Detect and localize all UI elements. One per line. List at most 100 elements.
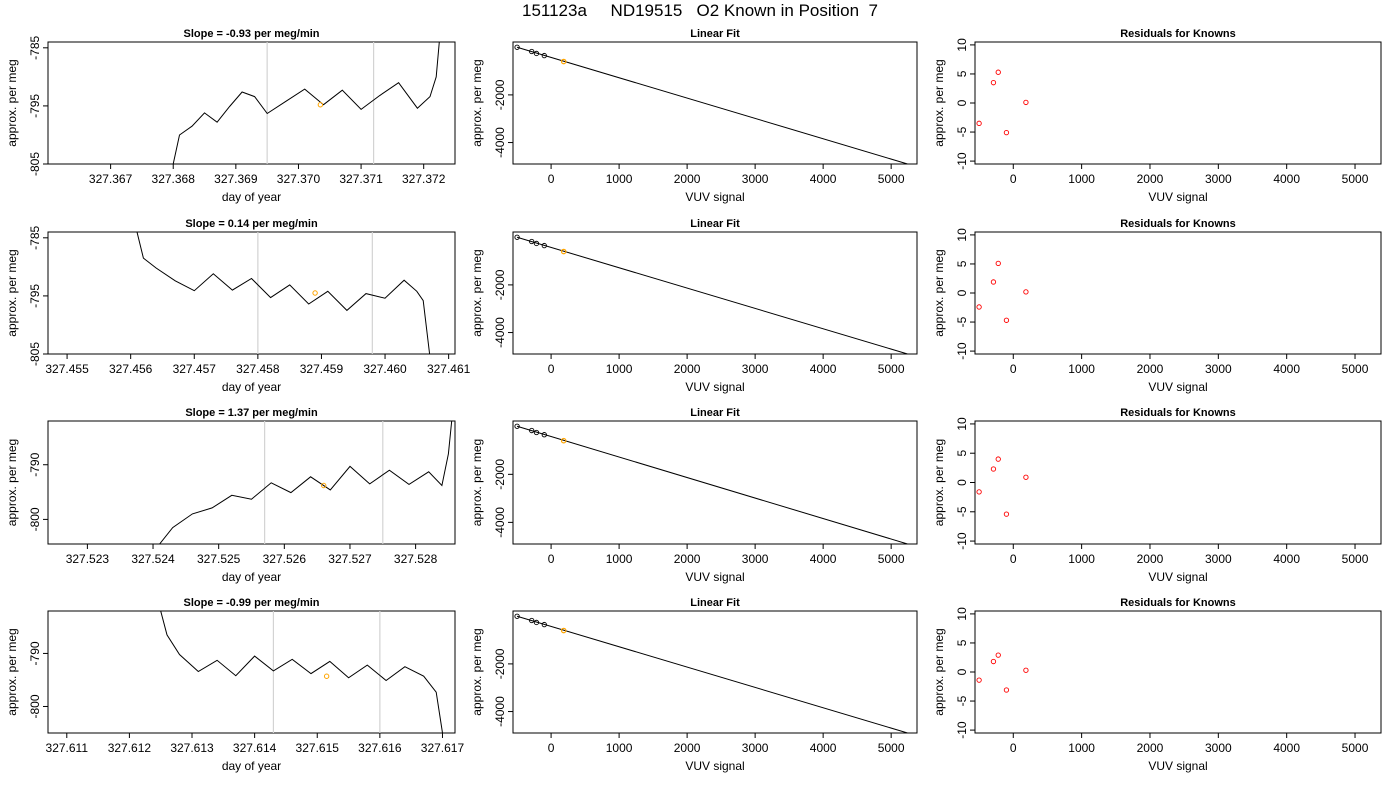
x-tick-label: 327.368 [152, 172, 196, 186]
plot-frame [512, 610, 918, 734]
plot-frame [47, 41, 456, 165]
y-tick-label: -795 [28, 94, 42, 118]
x-tick-label: 2000 [674, 172, 701, 186]
x-tick-label: 1000 [606, 172, 633, 186]
panel-title: Slope = -0.93 per meg/min [183, 28, 319, 40]
x-axis-label: VUV signal [1148, 190, 1207, 204]
plot-area [159, 421, 453, 544]
panel-4-3: Residuals for Knowns 0 1000 2000 3000 4000 500… [932, 597, 1382, 773]
x-tick-label: 1000 [1068, 362, 1095, 376]
x-tick-label: 327.461 [427, 362, 471, 376]
panel-title: Residuals for Knowns [1120, 218, 1236, 230]
y-tick-label: 5 [955, 260, 969, 267]
panel-title: Residuals for Knowns [1120, 28, 1236, 40]
x-tick-label: 2000 [1137, 172, 1164, 186]
x-tick-label: 4000 [1273, 172, 1300, 186]
x-axis-label: VUV signal [685, 190, 744, 204]
plot-area [514, 44, 910, 164]
y-axis-label: approx. per meg [470, 628, 484, 715]
y-tick-label: 10 [955, 228, 969, 242]
data-point [1003, 317, 1010, 323]
x-tick-label: 327.614 [233, 741, 277, 755]
data-point [1023, 289, 1029, 295]
y-tick-label: -805 [28, 152, 42, 176]
panel-title: Linear Fit [690, 218, 740, 230]
y-tick-label: -2000 [493, 269, 507, 300]
x-axis-label: VUV signal [685, 759, 744, 773]
x-tick-label: 2000 [674, 362, 701, 376]
y-tick-label: -795 [28, 284, 42, 308]
x-tick-label: 4000 [1273, 362, 1300, 376]
x-axis-label: VUV signal [1148, 570, 1207, 584]
x-tick-label: 4000 [810, 172, 837, 186]
data-point [990, 279, 997, 285]
data-point [541, 621, 547, 628]
plot-area [514, 234, 910, 354]
x-tick-label: 1000 [1068, 552, 1095, 566]
x-tick-label: 3000 [1205, 362, 1232, 376]
y-axis-label: approx. per meg [470, 439, 484, 526]
x-tick-label: 4000 [810, 362, 837, 376]
fit-line [516, 236, 910, 354]
x-tick-label: 3000 [742, 172, 769, 186]
data-point [533, 619, 540, 626]
y-tick-label: -5 [955, 506, 969, 517]
x-tick-label: 5000 [1342, 172, 1369, 186]
y-tick-label: 0 [955, 289, 969, 296]
data-point [990, 80, 997, 86]
data-point [995, 652, 1001, 658]
data-point [995, 69, 1001, 75]
series-line [160, 611, 443, 733]
y-axis-label: approx. per meg [932, 439, 946, 526]
x-tick-label: 5000 [878, 552, 905, 566]
x-tick-label: 0 [1010, 172, 1017, 186]
plot-area [136, 232, 431, 354]
x-tick-label: 0 [1010, 552, 1017, 566]
plot-frame [974, 610, 1382, 734]
y-tick-label: 5 [955, 639, 969, 646]
panel-4-1: Slope = -0.99 per meg/min 327.611 327.612 3… [5, 597, 464, 773]
x-tick-label: 327.459 [300, 362, 344, 376]
x-tick-label: 327.456 [109, 362, 153, 376]
panel-3-3: Residuals for Knowns 0 1000 2000 3000 4000 500… [932, 407, 1382, 584]
x-tick-label: 327.617 [421, 741, 465, 755]
y-tick-label: -785 [28, 225, 42, 249]
highlight-point [560, 627, 567, 634]
data-point [995, 456, 1001, 462]
x-tick-label: 327.528 [394, 552, 438, 566]
x-tick-label: 327.369 [214, 172, 258, 186]
y-axis-label: approx. per meg [932, 249, 946, 336]
x-axis-label: VUV signal [1148, 759, 1207, 773]
y-tick-label: -4000 [493, 127, 507, 158]
highlight-point [312, 290, 318, 296]
panel-1-2: Linear Fit 0 1000 2000 3000 4000 5000 VUV signa… [470, 28, 918, 204]
panel-title: Slope = 0.14 per meg/min [185, 218, 318, 230]
plot-frame [512, 41, 918, 165]
data-point [976, 120, 982, 126]
y-tick-label: -10 [955, 532, 969, 550]
plot-area [976, 652, 1029, 693]
y-tick-label: 0 [955, 668, 969, 675]
y-tick-label: -10 [955, 342, 969, 360]
x-tick-label: 4000 [1273, 741, 1300, 755]
x-tick-label: 5000 [878, 741, 905, 755]
data-point [533, 50, 540, 57]
panel-title: Linear Fit [690, 407, 740, 419]
panel-title: Slope = 1.37 per meg/min [185, 407, 318, 419]
x-tick-label: 327.524 [131, 552, 175, 566]
x-tick-label: 4000 [810, 741, 837, 755]
x-tick-label: 3000 [1205, 552, 1232, 566]
panel-3-1: Slope = 1.37 per meg/min 327.523 327.524 32… [5, 407, 456, 584]
x-tick-label: 2000 [1137, 362, 1164, 376]
y-axis-label: approx. per meg [932, 628, 946, 715]
y-tick-label: -4000 [493, 507, 507, 538]
data-point [533, 240, 540, 247]
x-tick-label: 327.523 [66, 552, 110, 566]
x-axis-label: VUV signal [685, 380, 744, 394]
plot-frame [47, 610, 456, 734]
y-tick-label: -2000 [493, 459, 507, 490]
x-tick-label: 1000 [1068, 741, 1095, 755]
data-point [1003, 511, 1010, 517]
data-point [529, 427, 535, 434]
x-axis-label: VUV signal [1148, 380, 1207, 394]
